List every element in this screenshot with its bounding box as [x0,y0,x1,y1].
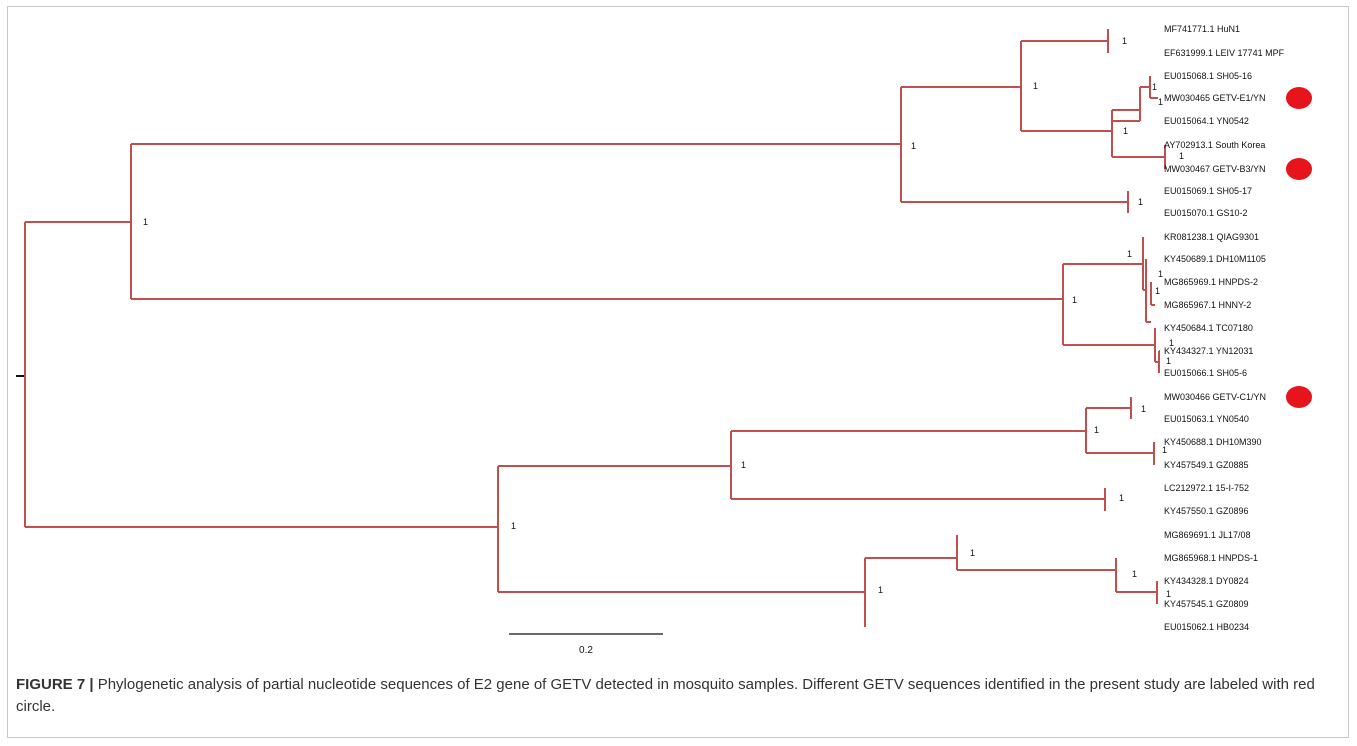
support-value: 1 [1152,82,1157,92]
leaf-label: KY434328.1 DY0824 [1164,576,1249,586]
leaf-label: EU015066.1 SH05-6 [1164,368,1247,378]
support-value: 1 [1179,151,1184,161]
leaf-label: EU015070.1 GS10-2 [1164,208,1248,218]
support-value: 1 [1162,445,1167,455]
leaf-label: MW030467 GETV-B3/YN [1164,164,1266,174]
figure-label: FIGURE 7 | [16,676,94,693]
leaf-label: EU015068.1 SH05-16 [1164,71,1252,81]
support-value: 1 [1072,295,1077,305]
support-value: 1 [1169,338,1174,348]
support-value: 1 [741,460,746,470]
leaf-label: MG865969.1 HNPDS-2 [1164,277,1258,287]
leaf-label: KR081238.1 QIAG9301 [1164,232,1259,242]
leaf-label: EU015062.1 HB0234 [1164,622,1249,632]
figure-caption: FIGURE 7 | Phylogenetic analysis of part… [16,674,1341,718]
support-value: 1 [970,548,975,558]
support-value: 1 [1158,269,1163,279]
leaf-label: EU015064.1 YN0542 [1164,116,1249,126]
leaf-label: KY457549.1 GZ0885 [1164,460,1249,470]
figure-frame: 1 1 1 1 1 1 1 1 1 1 1 1 1 1 1 1 1 1 1 1 1 1 1 1 1 MF741771.1 HuN1… [7,6,1349,738]
leaf-label: KY457545.1 GZ0809 [1164,599,1249,609]
support-value: 1 [1141,404,1146,414]
leaf-label: MG865967.1 HNNY-2 [1164,300,1251,310]
red-circle-marker [1286,158,1312,180]
support-value: 1 [1127,249,1132,259]
support-value: 1 [1033,81,1038,91]
leaf-label: MW030466 GETV-C1/YN [1164,392,1266,402]
leaf-label: MF741771.1 HuN1 [1164,24,1240,34]
leaf-label: KY434327.1 YN12031 [1164,346,1253,356]
red-circle-marker [1286,87,1312,109]
support-value: 1 [1123,126,1128,136]
support-value: 1 [911,141,916,151]
support-value: 1 [1138,197,1143,207]
support-value: 1 [1132,569,1137,579]
support-value: 1 [1158,97,1163,107]
support-value: 1 [511,521,516,531]
support-value: 1 [1094,425,1099,435]
support-value: 1 [1166,356,1171,366]
caption-text: Phylogenetic analysis of partial nucleot… [16,676,1315,715]
leaf-label: EF631999.1 LEIV 17741 MPF [1164,48,1285,58]
support-value: 1 [1155,286,1160,296]
leaf-label: KY450688.1 DH10M390 [1164,437,1262,447]
support-value: 1 [1119,493,1124,503]
leaf-label: AY702913.1 South Korea [1164,140,1265,150]
leaf-label: EU015069.1 SH05-17 [1164,186,1252,196]
leaf-label: MG865968.1 HNPDS-1 [1164,553,1258,563]
scale-label: 0.2 [579,645,593,656]
leaf-label: KY450689.1 DH10M1105 [1164,254,1266,264]
support-value: 1 [1166,589,1171,599]
leaf-label: MW030465 GETV-E1/YN [1164,93,1266,103]
leaf-label: LC212972.1 15-I-752 [1164,483,1249,493]
leaf-label: KY457550.1 GZ0896 [1164,506,1249,516]
leaf-label: MG869691.1 JL17/08 [1164,530,1251,540]
support-value: 1 [1122,36,1127,46]
red-circle-marker [1286,386,1312,408]
leaf-label: KY450684.1 TC07180 [1164,323,1253,333]
support-value: 1 [878,585,883,595]
leaf-label: EU015063.1 YN0540 [1164,414,1249,424]
support-value: 1 [143,217,148,227]
